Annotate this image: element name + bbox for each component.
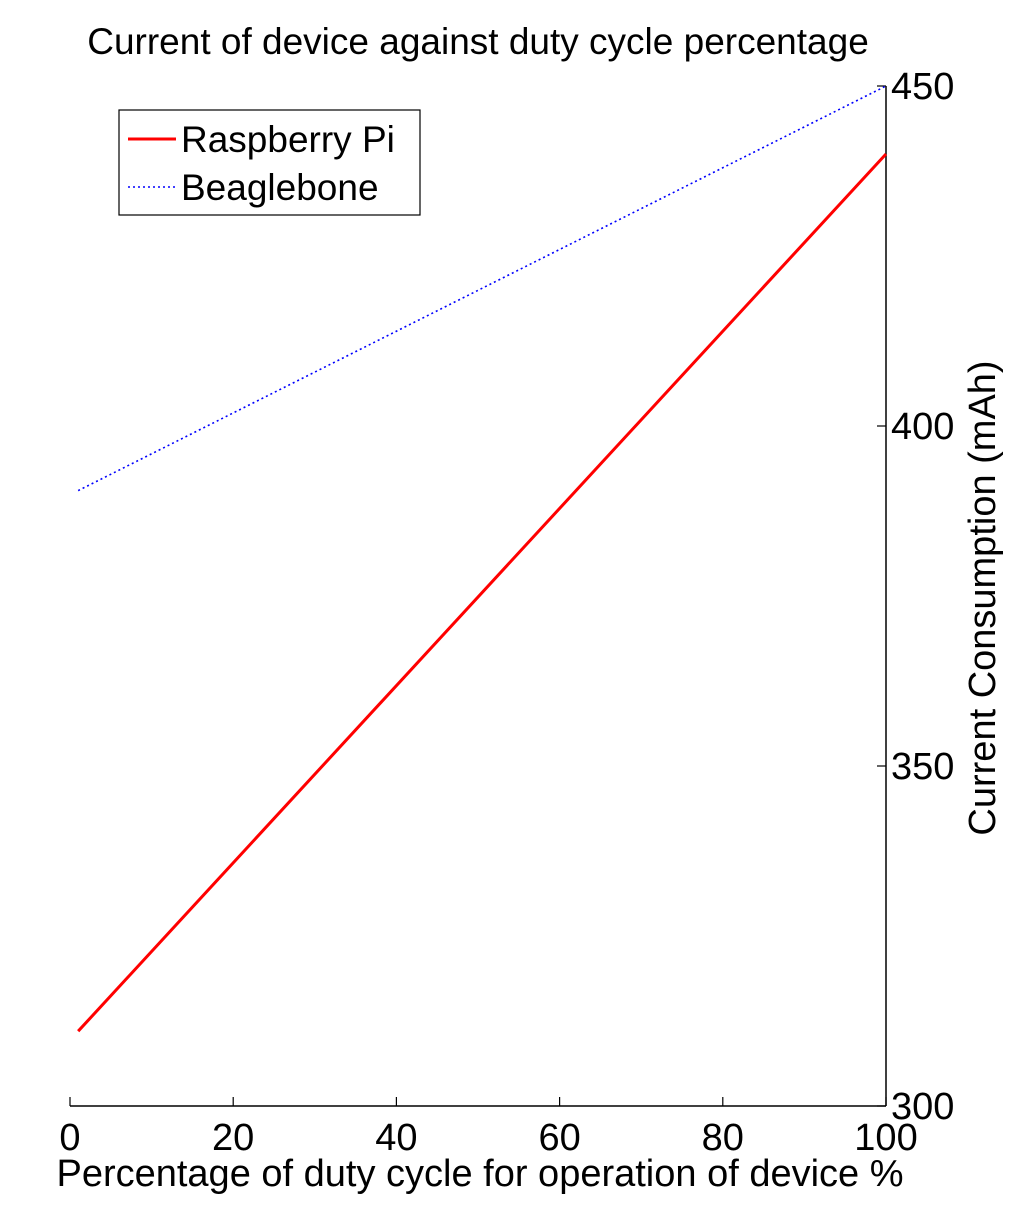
y-ticks: 300 350 400 450 [877,66,954,1128]
x-tick-label: 20 [212,1117,254,1159]
x-axis-title: Percentage of duty cycle for operation o… [56,1153,903,1195]
legend-label: Beaglebone [181,167,379,208]
series-line-beaglebone [77,85,887,492]
legend-label: Raspberry Pi [181,119,395,160]
y-axis-title: Current Consumption (mAh) [962,360,1004,835]
x-tick-label: 0 [59,1117,80,1159]
y-tick-label: 350 [891,746,954,788]
x-tick-label: 100 [854,1117,917,1159]
series-layer [77,85,888,1033]
x-ticks: 0 20 40 60 80 100 [59,1097,918,1159]
series-line-raspberry-pi [77,152,888,1033]
legend-entries: Raspberry Pi Beaglebone [128,119,395,208]
y-tick-label: 300 [891,1086,954,1128]
y-tick-label: 450 [891,66,954,108]
x-tick-label: 80 [702,1117,744,1159]
y-tick-label: 400 [891,406,954,448]
x-tick-label: 40 [375,1117,417,1159]
legend: Raspberry Pi Beaglebone [118,109,421,216]
chart-title: Current of device against duty cycle per… [87,21,869,62]
x-tick-label: 60 [538,1117,580,1159]
legend-box [118,109,421,216]
